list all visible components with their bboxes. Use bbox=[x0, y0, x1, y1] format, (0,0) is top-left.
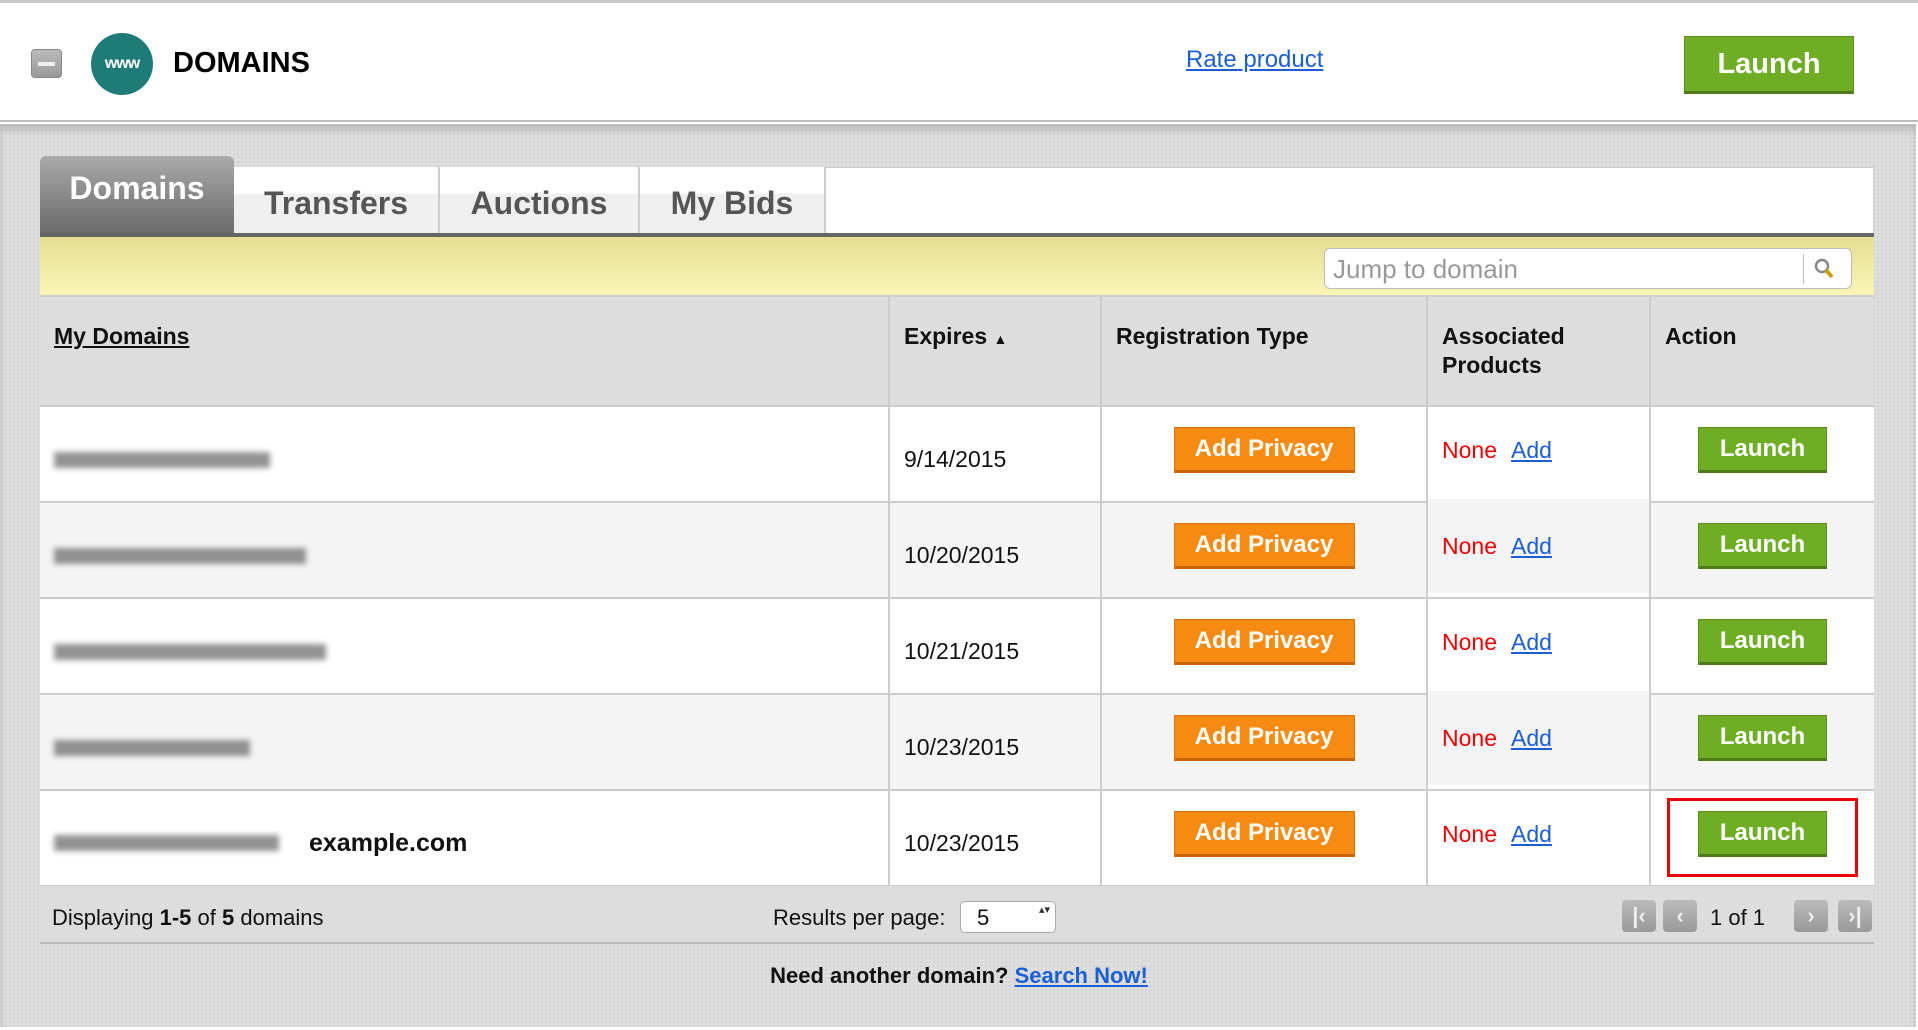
redacted-domain[interactable] bbox=[54, 739, 250, 756]
products-none: None bbox=[1442, 820, 1497, 847]
table-row: 10/20/2015 Add Privacy None Add Launch bbox=[40, 498, 1874, 599]
action-cell: Launch bbox=[1649, 598, 1874, 695]
results-per-page-label: Results per page: bbox=[773, 905, 946, 930]
collapse-icon[interactable] bbox=[31, 49, 62, 78]
products-cell: None Add bbox=[1426, 498, 1650, 595]
expires-cell: 10/23/2015 bbox=[888, 694, 1101, 791]
header bbox=[0, 3, 1918, 122]
tab-domains[interactable]: Domains bbox=[40, 156, 234, 233]
products-cell: None Add bbox=[1426, 402, 1650, 499]
expires-cell: 10/20/2015 bbox=[888, 502, 1101, 599]
first-page-icon[interactable]: |‹ bbox=[1622, 900, 1656, 932]
column-action: Action bbox=[1649, 297, 1874, 407]
registration-cell: Add Privacy bbox=[1100, 694, 1427, 791]
prev-page-icon[interactable]: ‹ bbox=[1663, 900, 1697, 932]
action-cell: Launch bbox=[1649, 502, 1874, 599]
registration-cell: Add Privacy bbox=[1100, 406, 1427, 503]
add-product-link[interactable]: Add bbox=[1510, 628, 1552, 655]
launch-button[interactable]: Launch bbox=[1684, 36, 1854, 94]
rate-product-link[interactable]: Rate product bbox=[1186, 46, 1324, 73]
domain-cell[interactable] bbox=[40, 502, 889, 599]
column-registration-type: Registration Type bbox=[1100, 297, 1427, 407]
page-title: DOMAINS bbox=[173, 47, 310, 79]
results-per-page-select[interactable]: 5 bbox=[960, 901, 1056, 933]
page-indicator: 1 of 1 bbox=[1710, 905, 1766, 930]
add-privacy-button[interactable]: Add Privacy bbox=[1173, 811, 1355, 857]
add-privacy-button[interactable]: Add Privacy bbox=[1173, 715, 1355, 761]
my-domains-sort-link[interactable]: My Domains bbox=[54, 323, 190, 349]
jump-to-domain-field[interactable] bbox=[1324, 248, 1852, 289]
table-header: My Domains Expires ▲ Registration Type A… bbox=[40, 297, 1874, 407]
registration-cell: Add Privacy bbox=[1100, 598, 1427, 695]
tab-my-bids[interactable]: My Bids bbox=[640, 167, 826, 233]
table-row: example.com 10/23/2015 Add Privacy None A… bbox=[40, 786, 1874, 887]
highlight-box bbox=[1667, 798, 1858, 877]
add-product-link[interactable]: Add bbox=[1510, 436, 1552, 463]
products-none: None bbox=[1442, 436, 1497, 463]
registration-cell: Add Privacy bbox=[1100, 790, 1427, 887]
table-row: 10/21/2015 Add Privacy None Add Launch bbox=[40, 594, 1874, 695]
displaying-count: Displaying 1-5 of 5 domains bbox=[52, 905, 324, 930]
logo-text: www bbox=[104, 55, 140, 72]
products-cell: None Add bbox=[1426, 786, 1650, 883]
table-footer: Displaying 1-5 of 5 domains Results per … bbox=[40, 886, 1874, 944]
launch-button[interactable]: Launch bbox=[1698, 811, 1827, 857]
action-cell: Launch bbox=[1649, 790, 1874, 887]
action-cell: Launch bbox=[1649, 694, 1874, 791]
add-privacy-button[interactable]: Add Privacy bbox=[1173, 523, 1355, 569]
launch-button[interactable]: Launch bbox=[1698, 619, 1827, 665]
registration-cell: Add Privacy bbox=[1100, 502, 1427, 599]
top-border bbox=[0, 0, 1918, 3]
redacted-domain[interactable] bbox=[54, 835, 279, 852]
domain-cell[interactable]: example.com bbox=[40, 790, 889, 887]
domain-cell[interactable] bbox=[40, 406, 889, 503]
expires-cell: 10/23/2015 bbox=[888, 790, 1101, 887]
expires-label[interactable]: Expires bbox=[904, 323, 988, 349]
jump-to-domain-input[interactable] bbox=[1333, 253, 1793, 285]
products-none: None bbox=[1442, 532, 1497, 559]
redacted-domain[interactable] bbox=[54, 451, 270, 468]
expires-cell: 9/14/2015 bbox=[888, 406, 1101, 503]
column-associated-products: Associated Products bbox=[1426, 297, 1650, 407]
add-privacy-button[interactable]: Add Privacy bbox=[1173, 427, 1355, 473]
www-logo-icon: www bbox=[91, 33, 153, 95]
add-product-link[interactable]: Add bbox=[1510, 532, 1552, 559]
tab-underline bbox=[40, 233, 1874, 237]
action-cell: Launch bbox=[1649, 406, 1874, 503]
domains-table: My Domains Expires ▲ Registration Type A… bbox=[40, 297, 1874, 887]
launch-button[interactable]: Launch bbox=[1698, 523, 1827, 569]
add-product-link[interactable]: Add bbox=[1510, 820, 1552, 847]
domain-cell[interactable] bbox=[40, 598, 889, 695]
products-cell: None Add bbox=[1426, 690, 1650, 787]
next-page-icon[interactable]: › bbox=[1794, 900, 1828, 932]
products-none: None bbox=[1442, 724, 1497, 751]
products-cell: None Add bbox=[1426, 594, 1650, 691]
table-row: 10/23/2015 Add Privacy None Add Launch bbox=[40, 690, 1874, 791]
column-expires[interactable]: Expires ▲ bbox=[888, 297, 1101, 407]
search-icon[interactable] bbox=[1803, 254, 1843, 284]
search-prompt: Need another domain? Search Now! bbox=[770, 963, 1148, 988]
add-product-link[interactable]: Add bbox=[1510, 724, 1552, 751]
table-row: 9/14/2015 Add Privacy None Add Launch bbox=[40, 402, 1874, 503]
redacted-domain[interactable] bbox=[54, 547, 306, 564]
launch-button[interactable]: Launch bbox=[1698, 715, 1827, 761]
sort-ascending-icon: ▲ bbox=[993, 331, 1008, 347]
products-none: None bbox=[1442, 628, 1497, 655]
last-page-icon[interactable]: ›| bbox=[1838, 900, 1872, 932]
domain-cell[interactable] bbox=[40, 694, 889, 791]
launch-button[interactable]: Launch bbox=[1698, 427, 1827, 473]
expires-cell: 10/21/2015 bbox=[888, 598, 1101, 695]
tab-auctions[interactable]: Auctions bbox=[440, 167, 640, 233]
domain-annotation: example.com bbox=[309, 828, 468, 857]
tab-transfers[interactable]: Transfers bbox=[234, 167, 440, 233]
column-my-domains[interactable]: My Domains bbox=[40, 297, 889, 407]
add-privacy-button[interactable]: Add Privacy bbox=[1173, 619, 1355, 665]
search-now-link[interactable]: Search Now! bbox=[1014, 963, 1148, 988]
redacted-domain[interactable] bbox=[54, 643, 326, 660]
